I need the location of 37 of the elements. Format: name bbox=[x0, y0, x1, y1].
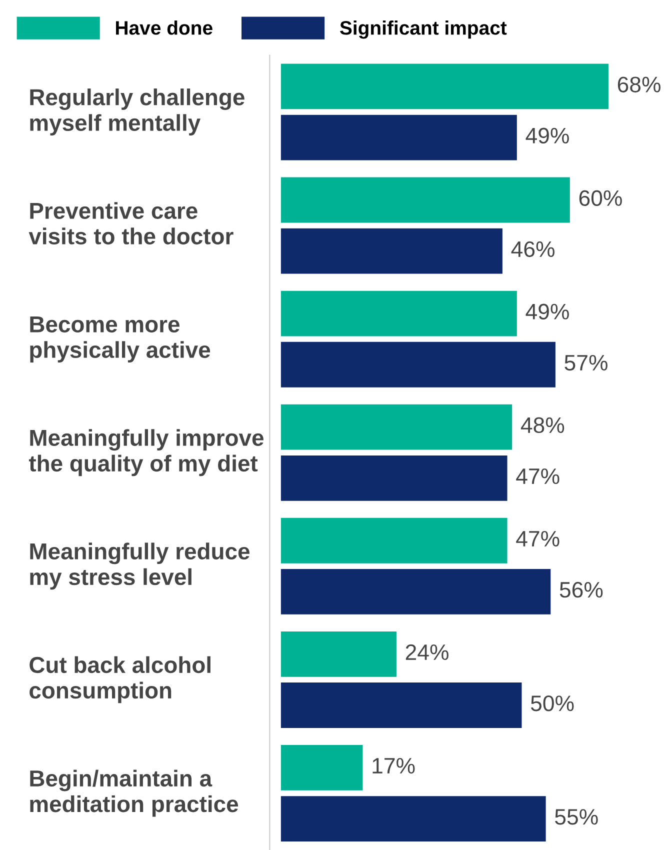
data-label: 24% bbox=[406, 644, 448, 660]
data-label: 46% bbox=[511, 241, 554, 258]
bar bbox=[280, 228, 502, 274]
bar bbox=[280, 631, 396, 677]
bar bbox=[280, 177, 570, 223]
data-label: 60% bbox=[579, 190, 622, 206]
bar bbox=[280, 342, 556, 388]
data-label: 55% bbox=[555, 809, 598, 825]
y-tick-label: Cut back alcohol consumption bbox=[30, 656, 210, 704]
bar bbox=[280, 64, 608, 110]
data-label: 68% bbox=[618, 76, 660, 92]
data-label: 49% bbox=[526, 128, 569, 144]
legend-label: Have done bbox=[116, 20, 212, 35]
y-tick-label: Meaningfully reduce my stress level bbox=[30, 542, 250, 590]
y-tick-label: Meaningfully improve the quality of my diet bbox=[28, 429, 264, 476]
legend-label: Significant impact bbox=[340, 20, 507, 39]
data-label: 48% bbox=[520, 417, 564, 434]
data-label: 56% bbox=[560, 582, 603, 598]
data-label: 50% bbox=[530, 695, 574, 712]
data-label: 47% bbox=[516, 468, 560, 484]
data-label: 49% bbox=[526, 304, 569, 320]
bar bbox=[280, 290, 517, 336]
bar bbox=[280, 796, 546, 842]
data-label: 57% bbox=[564, 354, 608, 371]
bar bbox=[280, 569, 551, 614]
bar bbox=[280, 682, 522, 728]
data-label: 17% bbox=[372, 758, 415, 774]
data-label: 47% bbox=[516, 530, 560, 546]
bar bbox=[280, 455, 508, 501]
y-tick-label: Regularly challenge myself mentally bbox=[30, 88, 244, 136]
y-tick-label: Become more physically active bbox=[30, 316, 210, 363]
bar bbox=[280, 404, 512, 450]
y-tick-label: Preventive care visits to the doctor bbox=[28, 202, 234, 244]
bar bbox=[280, 114, 517, 160]
bar bbox=[280, 518, 508, 564]
bar bbox=[280, 744, 363, 790]
y-tick-label: Begin/maintain a meditation practice bbox=[30, 770, 238, 817]
